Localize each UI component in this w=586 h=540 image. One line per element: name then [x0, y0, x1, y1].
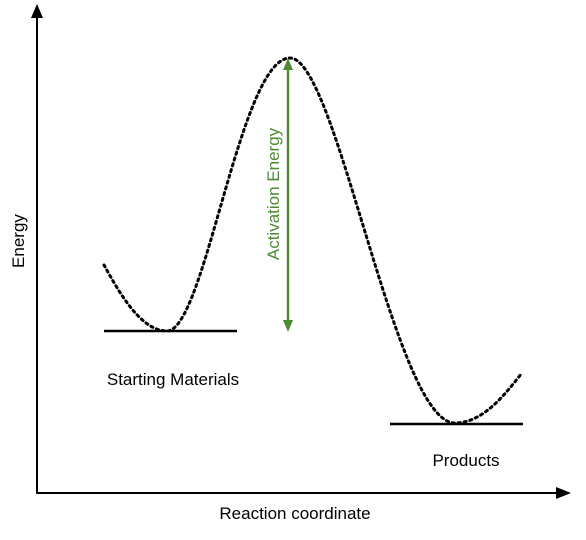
energy-curve — [102, 56, 524, 425]
y-axis-arrowhead — [31, 4, 43, 18]
starting-materials-label: Starting Materials — [107, 370, 239, 389]
y-axis-label: Energy — [9, 214, 28, 268]
activation-energy-arrowhead-bottom — [283, 320, 293, 332]
x-axis-arrowhead — [556, 487, 571, 499]
x-axis-label: Reaction coordinate — [219, 504, 370, 523]
activation-energy-label: Activation Energy — [264, 127, 283, 260]
products-label: Products — [432, 451, 499, 470]
activation-energy-arrowhead-top — [283, 58, 293, 70]
